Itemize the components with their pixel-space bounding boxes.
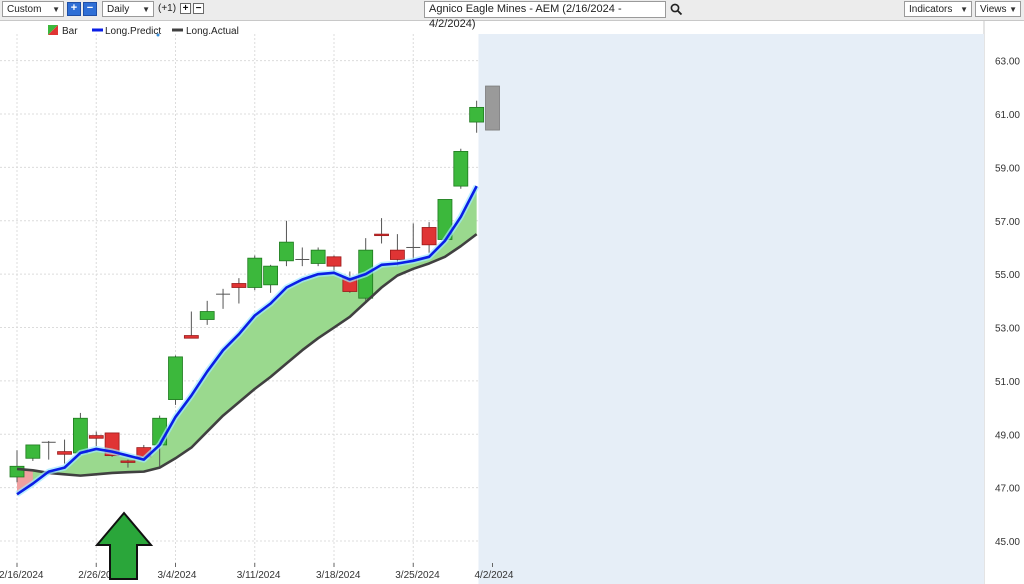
toolbar: Custom ▼ + − Daily ▼ (+1) + − Agnico Eag… [0,0,1024,30]
views-label: Views [980,4,1007,15]
range-select-value: Custom [7,4,42,15]
candle-up [469,106,485,123]
chevron-down-icon: ▼ [52,5,60,14]
candle-down [326,256,342,267]
candle-up [263,265,279,286]
y-tick-label: 51.00 [995,377,1020,388]
candle-down [120,460,136,463]
candle-up [168,356,183,400]
x-tick-label: 3/11/2024 [237,570,281,581]
interval-select-value: Daily [107,4,130,15]
x-tick-label: 2/26/2024 [78,570,123,581]
indicators-select[interactable]: Indicators ▼ [904,1,972,17]
forecast-candle [485,85,500,131]
candle-up [9,465,25,478]
chart-title: Agnico Eagle Mines - AEM (2/16/2024 - 4/… [429,3,622,30]
legend-label-actual: Long.Actual [186,26,239,37]
candle-up [247,257,263,288]
range-select[interactable]: Custom ▼ [2,1,64,17]
legend-label-predict: Long.Predict [105,26,161,37]
y-axis: 45.00 47.00 49.00 51.00 53.00 55.00 57.00 59.00… [995,57,1020,548]
buy-signal-arrow-icon [94,511,154,580]
plus-icon: + [182,3,189,14]
y-tick-label: 61.00 [995,110,1020,121]
candle-down [231,283,247,288]
offset-decrease-button[interactable]: − [193,3,204,14]
y-tick-label: 47.00 [995,484,1020,495]
candle-down [57,451,72,455]
price-chart[interactable]: 45.00 47.00 49.00 51.00 53.00 55.00 57.00 59.00… [0,21,1024,584]
interval-select[interactable]: Daily ▼ [102,1,154,17]
candle-up [73,417,88,454]
x-tick-label: 3/18/2024 [316,570,361,581]
indicator-lines [15,184,480,497]
legend-dot [156,33,160,37]
y-tick-label: 59.00 [995,163,1020,174]
y-tick-label: 55.00 [995,270,1020,281]
forecast-band [478,34,984,584]
candle-down [389,249,405,260]
chart-title-box[interactable]: Agnico Eagle Mines - AEM (2/16/2024 - 4/… [424,1,666,30]
y-tick-label: 53.00 [995,324,1020,335]
long-actual-line [16,233,478,477]
zoom-out-button[interactable]: − [83,2,97,16]
candle-up [279,241,294,262]
candle-up [25,444,41,459]
candle-down [183,335,199,339]
legend-label-bar: Bar [62,26,78,37]
zoom-in-button[interactable]: + [67,2,81,16]
candle-up [310,249,326,264]
candle-down [421,227,437,246]
candle-down [374,233,389,237]
chevron-down-icon: ▼ [960,5,968,14]
x-tick-label: 3/25/2024 [395,570,440,581]
offset-label: (+1) [158,3,177,14]
candle-up [453,151,469,187]
search-icon[interactable] [670,3,683,16]
legend: Bar Long.Predict Long.Actual [48,25,239,37]
bar-legend-swatch [48,25,58,35]
candle-down [88,435,104,439]
candle-up [199,311,215,320]
plus-icon: + [70,2,78,14]
x-tick-label: 2/16/2024 [0,570,44,581]
y-tick-label: 63.00 [995,57,1020,68]
offset-increase-button[interactable]: + [180,3,191,14]
minus-icon: − [86,2,94,14]
bull-fill [32,186,477,484]
chevron-down-icon: ▼ [1009,5,1017,14]
y-tick-label: 45.00 [995,537,1020,548]
x-axis: 2/16/2024 2/26/2024 3/4/2024 3/11/2024 3/18/… [0,563,514,581]
y-tick-label: 49.00 [995,430,1020,441]
y-tick-label: 57.00 [995,217,1020,228]
indicators-label: Indicators [909,4,953,15]
long-predict-line [16,185,478,496]
views-select[interactable]: Views ▼ [975,1,1021,17]
buy-signal-arrow [94,511,154,580]
chevron-down-icon: ▼ [142,5,150,14]
minus-icon: − [195,3,202,14]
x-tick-label: 4/2/2024 [475,570,514,581]
x-tick-label: 3/4/2024 [158,570,197,581]
